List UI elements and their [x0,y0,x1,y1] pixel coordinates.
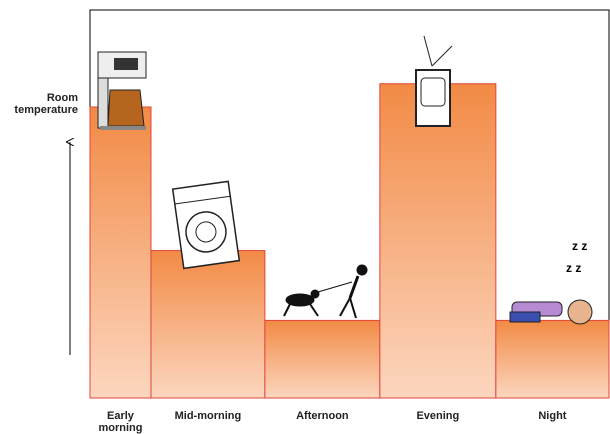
x-tick-label: Afternoon [296,410,349,422]
bar [89,106,152,399]
x-tick-label: Evening [416,410,460,422]
x-tick-label: Mid-morning [174,410,242,422]
x-tick-label: Early morning [98,410,143,434]
tv-icon [415,35,453,127]
bar [150,250,266,399]
x-tick-label: Night [538,410,567,422]
bar [495,319,610,399]
svg-text:z z: z z [566,261,581,275]
bar [379,83,497,399]
bar [264,319,381,399]
dog-walker-icon [283,264,368,319]
bars [89,83,610,399]
y-axis-label: Room temperature [14,92,78,116]
washing-machine-icon [171,180,241,270]
coffee-maker-icon [97,51,147,130]
svg-text:z z: z z [572,239,587,253]
sleeping-man-icon: z z z z [509,239,593,325]
